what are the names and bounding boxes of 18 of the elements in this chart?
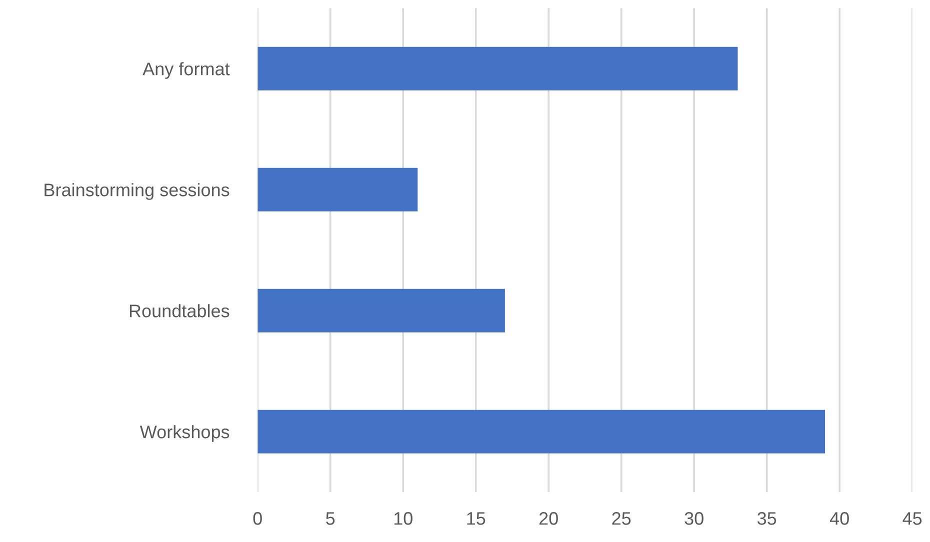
y-tick-label: Roundtables <box>130 304 230 318</box>
x-tick-label: 35 <box>757 512 776 525</box>
y-tick-label: Any format <box>142 62 230 79</box>
x-tick-label: 0 <box>253 512 262 525</box>
x-tick-label: 15 <box>467 512 486 525</box>
y-tick-label: Workshops <box>140 425 230 442</box>
x-tick-label: 20 <box>539 512 558 525</box>
x-tick-label: 40 <box>830 512 849 525</box>
x-tick-label: 10 <box>394 512 412 525</box>
bar <box>258 46 738 90</box>
bar <box>258 168 418 212</box>
bar <box>258 410 826 454</box>
x-tick-label: 30 <box>684 512 704 525</box>
y-tick-label: Brainstorming sessions <box>44 183 230 200</box>
x-tick-label: 5 <box>326 512 335 525</box>
x-tick-label: 45 <box>902 512 922 525</box>
bar <box>258 288 505 332</box>
x-tick-label: 25 <box>612 512 631 525</box>
